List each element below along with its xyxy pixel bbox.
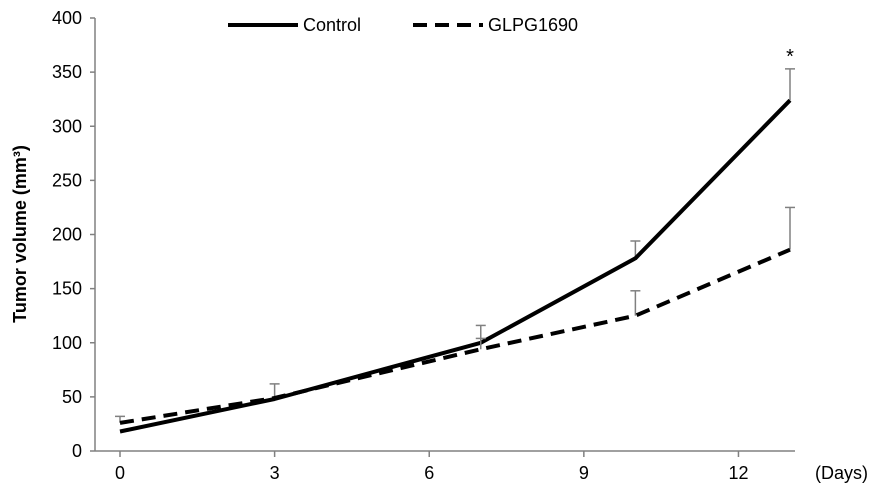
plot-area: [115, 68, 795, 434]
y-axis: 0 50 100 150 200 250 300 350 400: [52, 8, 96, 461]
y-axis-label: Tumor volume (mm³): [10, 145, 30, 323]
x-tick-label: 3: [270, 463, 280, 483]
y-tick-label: 100: [52, 333, 82, 353]
y-tick-label: 0: [72, 441, 82, 461]
y-tick-label: 300: [52, 116, 82, 136]
significance-marker: *: [786, 46, 794, 68]
y-tick-label: 50: [62, 387, 82, 407]
annotations: *: [786, 46, 794, 68]
y-tick-label: 400: [52, 8, 82, 28]
y-tick-label: 150: [52, 279, 82, 299]
y-tick-label: 200: [52, 225, 82, 245]
legend-label: GLPG1690: [488, 15, 578, 35]
series-line: [119, 247, 791, 425]
y-tick-label: 250: [52, 170, 82, 190]
x-axis-label: (Days): [815, 463, 868, 483]
legend-item: GLPG1690: [413, 15, 578, 35]
x-tick-label: 12: [728, 463, 748, 483]
x-tick-label: 9: [579, 463, 589, 483]
legend-label: Control: [303, 15, 361, 35]
x-tick-label: 6: [424, 463, 434, 483]
series-glpg1690: [115, 206, 795, 425]
x-tick-label: 0: [115, 463, 125, 483]
legend-item: Control: [228, 15, 361, 35]
y-tick-label: 350: [52, 62, 82, 82]
series-control: [119, 68, 795, 434]
x-axis: 0 3 6 9 12: [95, 450, 795, 483]
legend: Control GLPG1690: [228, 15, 578, 35]
series-line: [119, 98, 792, 434]
